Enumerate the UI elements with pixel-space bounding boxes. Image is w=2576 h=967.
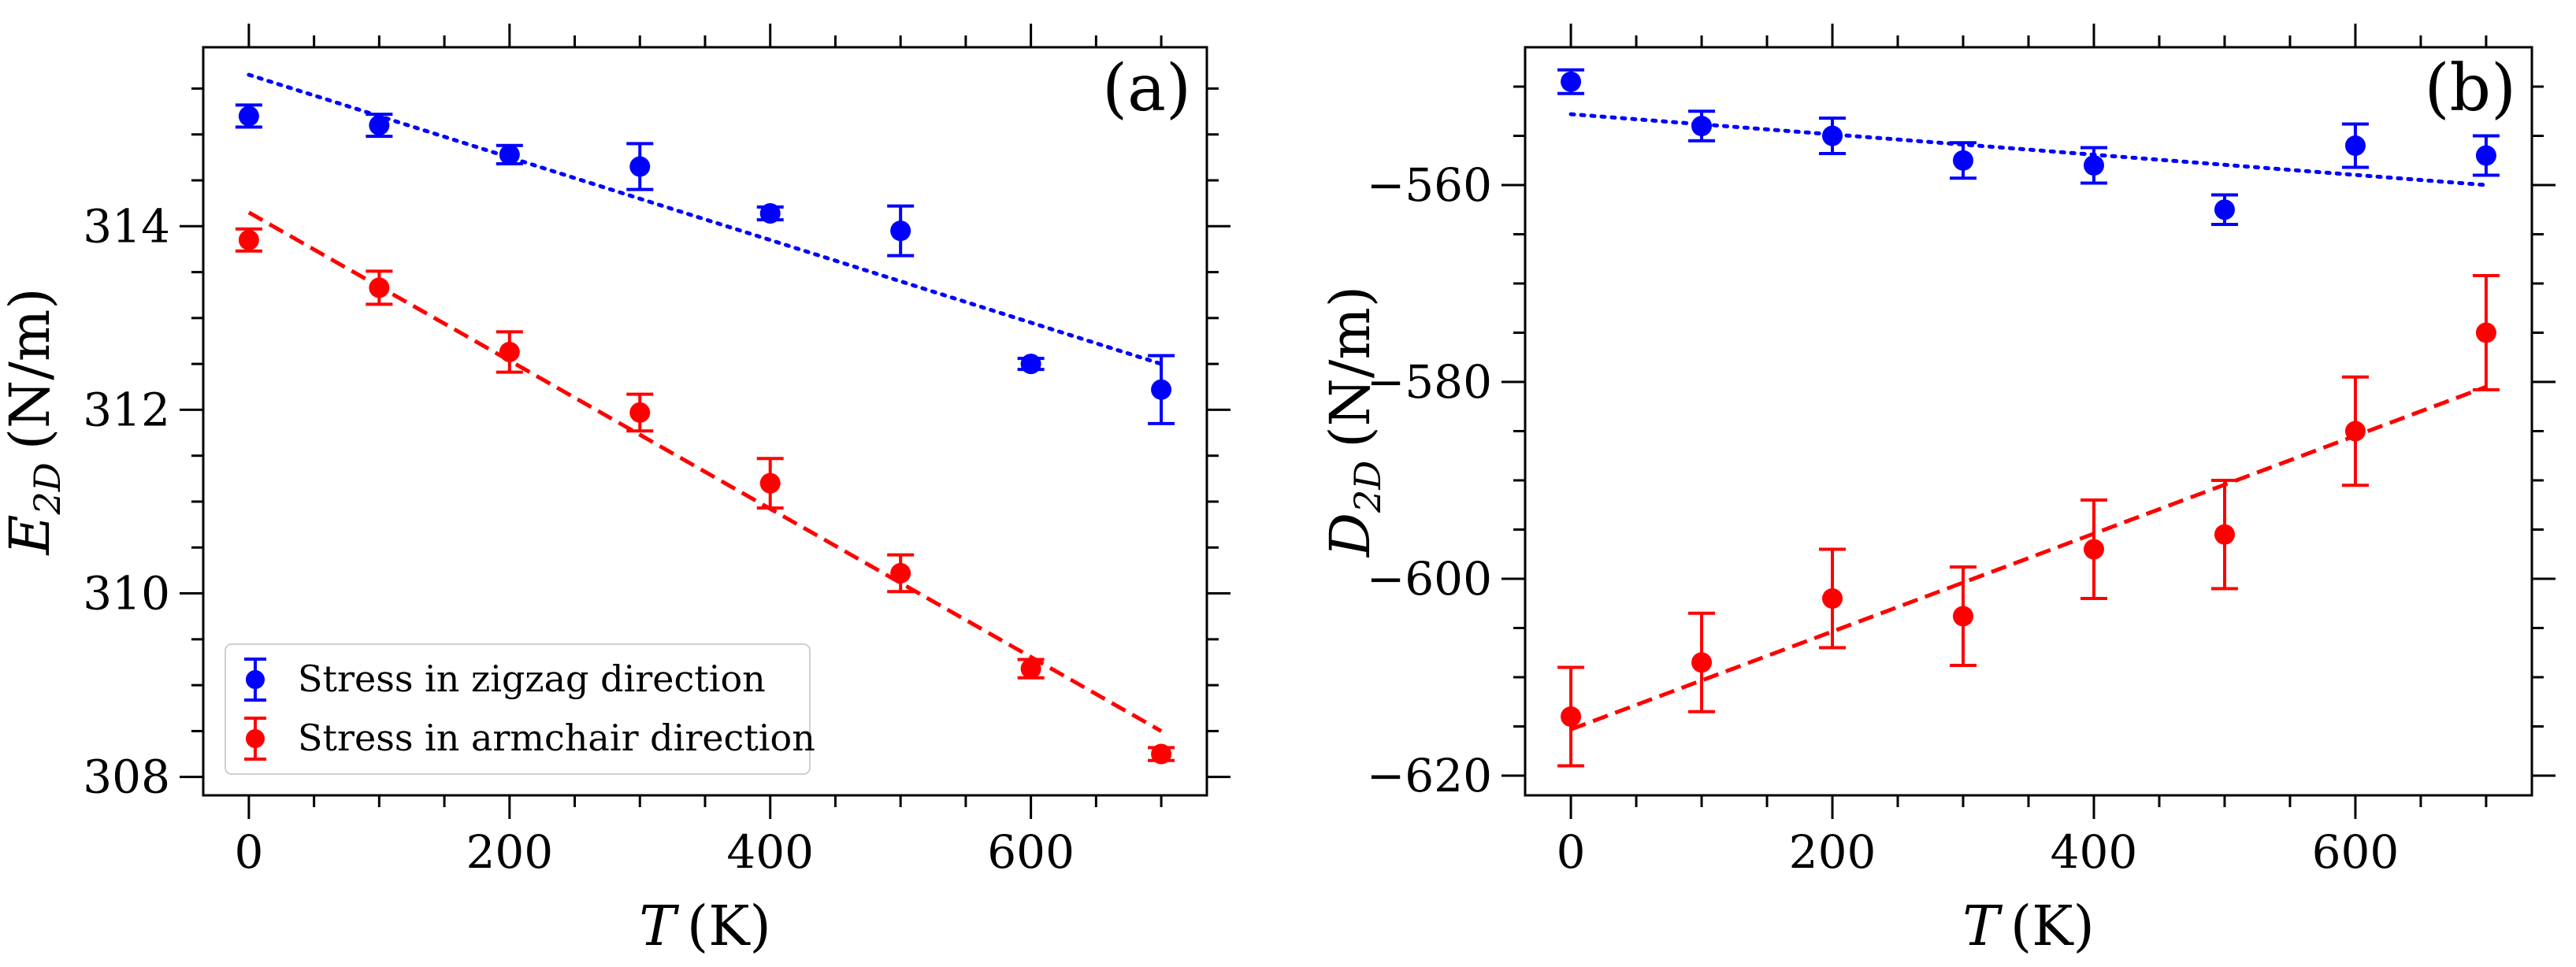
y-axis-subscript: 2D xyxy=(26,462,69,515)
data-point xyxy=(1953,606,1974,627)
data-point xyxy=(629,402,651,423)
x-tick-label: 400 xyxy=(2051,825,2138,879)
data-point xyxy=(2344,421,2366,442)
data-point xyxy=(1561,706,1582,727)
data-point xyxy=(238,106,259,127)
fit-line xyxy=(1570,384,2487,732)
y-axis-unit: (N/m) xyxy=(0,287,62,450)
y-axis-subscript: 2D xyxy=(1346,461,1389,513)
y-tick-label: 314 xyxy=(83,199,170,253)
fit-line xyxy=(1568,112,2489,187)
data-point xyxy=(2344,135,2366,156)
legend: Stress in zigzag direction Stress in armc… xyxy=(225,643,815,775)
x-axis-label: T (K) xyxy=(1962,894,2095,958)
y-axis-symbol: D xyxy=(1318,513,1383,558)
y-tick-label: 310 xyxy=(83,567,170,621)
data-point xyxy=(2214,199,2235,220)
data-point xyxy=(1020,658,1041,680)
plot-frame xyxy=(1524,46,2533,797)
data-point xyxy=(2475,145,2496,166)
x-axis-symbol: T xyxy=(639,894,679,958)
data-point xyxy=(1561,71,1582,92)
data-point xyxy=(2214,524,2235,545)
y-axis-label: E2D (N/m) xyxy=(0,287,69,556)
x-tick-label: 0 xyxy=(234,825,263,879)
fit-line xyxy=(247,210,1163,733)
x-tick-label: 600 xyxy=(987,825,1075,879)
legend-label: Stress in zigzag direction xyxy=(298,658,766,700)
data-point xyxy=(238,229,259,250)
data-point xyxy=(1691,116,1713,136)
data-point xyxy=(2083,539,2104,560)
x-axis-label: T (K) xyxy=(639,894,771,958)
data-point xyxy=(1822,588,1843,609)
y-tick-label: −560 xyxy=(1367,158,1492,212)
x-tick-label: 200 xyxy=(1789,825,1876,879)
x-tick-label: 400 xyxy=(726,825,814,879)
panel-b-chart: 0 200 400 600 −620 −600 −580 −560 T (K) D2D (N/m) (b… xyxy=(1318,24,2556,958)
y-axis-unit: (N/m) xyxy=(1318,286,1383,448)
data-point xyxy=(890,220,911,242)
data-point xyxy=(759,202,781,224)
legend-label: Stress in armchair direction xyxy=(298,717,815,759)
series-1-fit-line xyxy=(1570,384,2487,732)
legend-marker xyxy=(246,670,265,689)
series-1-fit-line xyxy=(247,210,1163,733)
data-point xyxy=(1691,652,1713,673)
x-tick-label: 600 xyxy=(2312,825,2400,879)
data-point xyxy=(369,115,390,136)
data-point xyxy=(499,144,520,165)
data-point xyxy=(499,341,520,362)
panel-label: (a) xyxy=(1102,51,1191,126)
fit-line xyxy=(247,72,1164,366)
panel-label: (b) xyxy=(2425,51,2516,126)
y-axis-label: D2D (N/m) xyxy=(1318,286,1389,558)
y-tick-label: −620 xyxy=(1367,749,1492,802)
y-tick-label: 308 xyxy=(83,750,170,804)
series-0-fit-line xyxy=(1568,112,2489,187)
x-axis-unit: (K) xyxy=(687,894,771,958)
data-point xyxy=(629,156,651,177)
panel-a-chart: 0 200 400 600 308 310 312 314 T (K) E2D (N/m) (a) Str… xyxy=(0,24,1230,958)
x-axis-unit: (K) xyxy=(2010,894,2095,958)
y-tick-label: −600 xyxy=(1367,552,1492,606)
legend-marker xyxy=(246,729,265,748)
data-point xyxy=(2083,155,2104,176)
data-point xyxy=(369,277,390,298)
data-point xyxy=(759,472,781,494)
series-0-fit-line xyxy=(247,72,1164,366)
data-point xyxy=(1151,743,1172,765)
x-tick-label: 0 xyxy=(1557,825,1586,879)
y-tick-label: −580 xyxy=(1367,355,1492,409)
data-point xyxy=(1953,150,1974,171)
data-point xyxy=(1151,379,1172,400)
y-axis-symbol: E xyxy=(0,514,62,556)
data-point xyxy=(1020,354,1041,375)
legend-box xyxy=(225,643,811,775)
y-tick-label: 312 xyxy=(83,383,170,436)
x-tick-label: 200 xyxy=(466,825,553,879)
data-point xyxy=(1822,125,1843,146)
x-axis-symbol: T xyxy=(1962,894,2003,958)
data-point xyxy=(2475,322,2496,343)
data-point xyxy=(890,562,911,584)
